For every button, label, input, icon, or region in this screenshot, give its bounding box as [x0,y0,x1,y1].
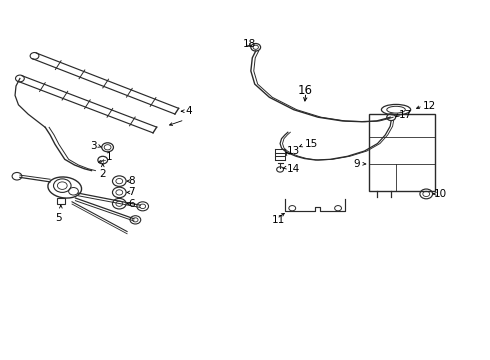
Text: 11: 11 [272,215,285,225]
Bar [57,198,65,204]
Text: 16: 16 [297,84,313,98]
Text: 5: 5 [55,213,62,223]
Text: 8: 8 [128,176,135,186]
Text: 1: 1 [106,152,113,162]
Text: 6: 6 [128,199,135,209]
Text: 15: 15 [304,139,318,149]
Text: 10: 10 [434,189,447,199]
Text: 2: 2 [99,169,106,179]
Text: 12: 12 [423,101,436,111]
Text: 18: 18 [243,39,256,49]
Text: 17: 17 [398,110,412,120]
Text: 3: 3 [90,141,97,151]
Text: 4: 4 [186,106,192,116]
Text: 7: 7 [128,188,135,197]
Text: 13: 13 [287,146,300,156]
Text: 14: 14 [287,164,300,174]
Text: 9: 9 [353,159,360,169]
